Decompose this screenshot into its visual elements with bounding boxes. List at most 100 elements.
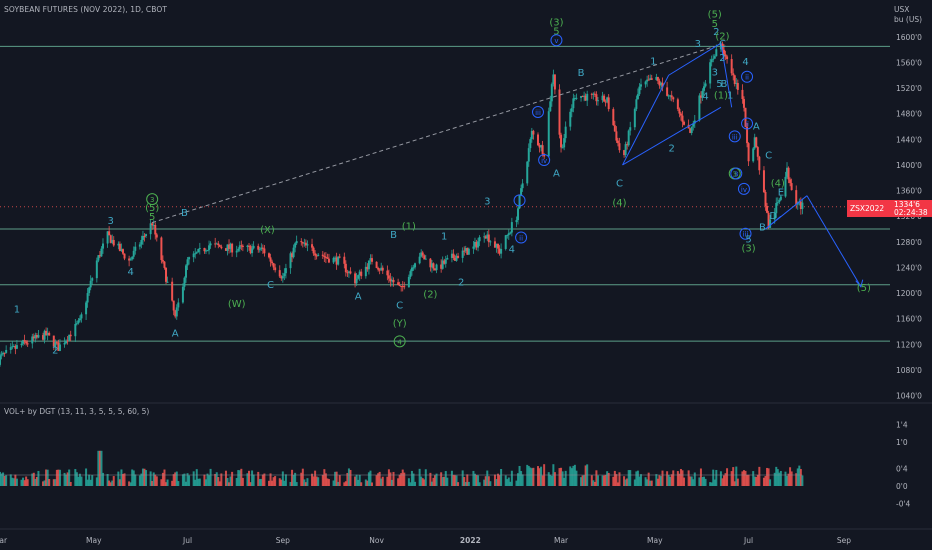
- candle-body: [183, 277, 186, 287]
- candles: [0, 41, 804, 367]
- wave-label: (5): [857, 283, 871, 294]
- candle-body: [604, 101, 607, 103]
- candle-body: [742, 99, 745, 108]
- time-tick-label: May: [647, 536, 663, 545]
- wave-label: B: [759, 222, 766, 233]
- wave-label: C: [616, 179, 623, 190]
- candle-body: [584, 95, 587, 101]
- volume-bar: [291, 469, 294, 486]
- volume-bar: [493, 474, 496, 486]
- candle-body: [766, 206, 769, 213]
- candle-body: [380, 267, 383, 271]
- candle-body: [593, 93, 596, 95]
- wave-label: 4: [702, 92, 708, 103]
- volume-bar: [463, 477, 466, 486]
- volume-bar: [48, 478, 51, 486]
- candle-body: [177, 302, 180, 308]
- candle-body: [323, 256, 326, 258]
- volume-indicator-title[interactable]: VOL+ by DGT (13, 11, 3, 5, 5, 5, 60, 5): [4, 407, 150, 416]
- candle-body: [54, 342, 57, 347]
- candle-body: [355, 278, 358, 284]
- volume-bar: [667, 474, 670, 486]
- candle-body: [769, 219, 772, 228]
- wave-label: C: [396, 300, 403, 311]
- volume-bar: [117, 471, 120, 486]
- volume-bar: [37, 470, 40, 486]
- volume-bar: [755, 477, 758, 486]
- volume-bar: [698, 477, 701, 486]
- volume-bar: [573, 464, 576, 486]
- candle-body: [314, 253, 317, 256]
- candle-body: [467, 248, 470, 255]
- volume-bar: [633, 479, 636, 486]
- volume-bar: [377, 473, 380, 486]
- candle-body: [455, 255, 458, 261]
- volume-bar: [561, 471, 564, 486]
- volume-bar: [736, 478, 739, 486]
- candle-body: [95, 260, 98, 279]
- volume-bar: [746, 474, 749, 486]
- candle-body: [656, 76, 659, 81]
- candle-body: [547, 111, 550, 157]
- candle-body: [334, 257, 337, 259]
- volume-bar: [306, 478, 309, 486]
- candle-body: [75, 323, 78, 325]
- candle-body: [347, 271, 350, 273]
- candle-body: [730, 59, 733, 74]
- time-tick-label: Jul: [743, 536, 753, 545]
- volume-bar: [160, 479, 163, 486]
- candle-body: [291, 253, 294, 258]
- candle-body: [9, 347, 12, 350]
- candle-body: [42, 335, 45, 340]
- volume-bar: [564, 470, 567, 486]
- candle-body: [43, 330, 46, 340]
- candle-body: [773, 213, 776, 220]
- volume-bar: [629, 470, 632, 486]
- candle-body: [756, 147, 759, 157]
- candle-body: [543, 154, 546, 157]
- volume-bar: [769, 479, 772, 486]
- candle-body: [143, 235, 146, 237]
- candle-body: [667, 95, 670, 97]
- candle-body: [647, 79, 650, 81]
- candle-body: [360, 271, 363, 277]
- volume-bar: [132, 470, 135, 486]
- wave-lines: [152, 42, 864, 288]
- candle-body: [752, 148, 755, 162]
- wave-label: 4: [742, 57, 748, 68]
- candle-body: [500, 248, 503, 254]
- candle-body: [5, 349, 8, 353]
- volume-bar: [735, 466, 738, 486]
- candle-body: [311, 244, 314, 248]
- time-tick-label: Sep: [837, 536, 851, 545]
- candle-body: [741, 89, 744, 100]
- volume-bar: [526, 464, 529, 486]
- candle-body: [721, 43, 724, 50]
- volume-bar: [261, 474, 264, 486]
- volume-bar: [414, 481, 417, 486]
- price-tick-label: 1080'0: [896, 366, 922, 375]
- volume-bar: [231, 471, 234, 486]
- volume-bar: [98, 450, 101, 486]
- volume-bar: [252, 474, 255, 486]
- volume-bar: [497, 473, 500, 486]
- volume-bar: [20, 479, 23, 486]
- volume-bar: [713, 479, 716, 486]
- volume-bar: [635, 471, 638, 486]
- volume-bar: [687, 470, 690, 486]
- candle-body: [510, 222, 513, 233]
- volume-bar: [131, 469, 134, 486]
- candle-body: [209, 243, 212, 246]
- candle-body: [753, 137, 756, 149]
- candle-body: [20, 343, 23, 346]
- candle-body: [188, 257, 191, 260]
- candle-body: [732, 73, 735, 76]
- volume-bar: [343, 482, 346, 486]
- volume-bar: [756, 474, 759, 486]
- volume-bar: [375, 475, 378, 486]
- candle-body: [493, 241, 496, 248]
- wave-label: B: [721, 79, 728, 90]
- volume-bar: [553, 472, 556, 486]
- candle-body: [166, 281, 169, 283]
